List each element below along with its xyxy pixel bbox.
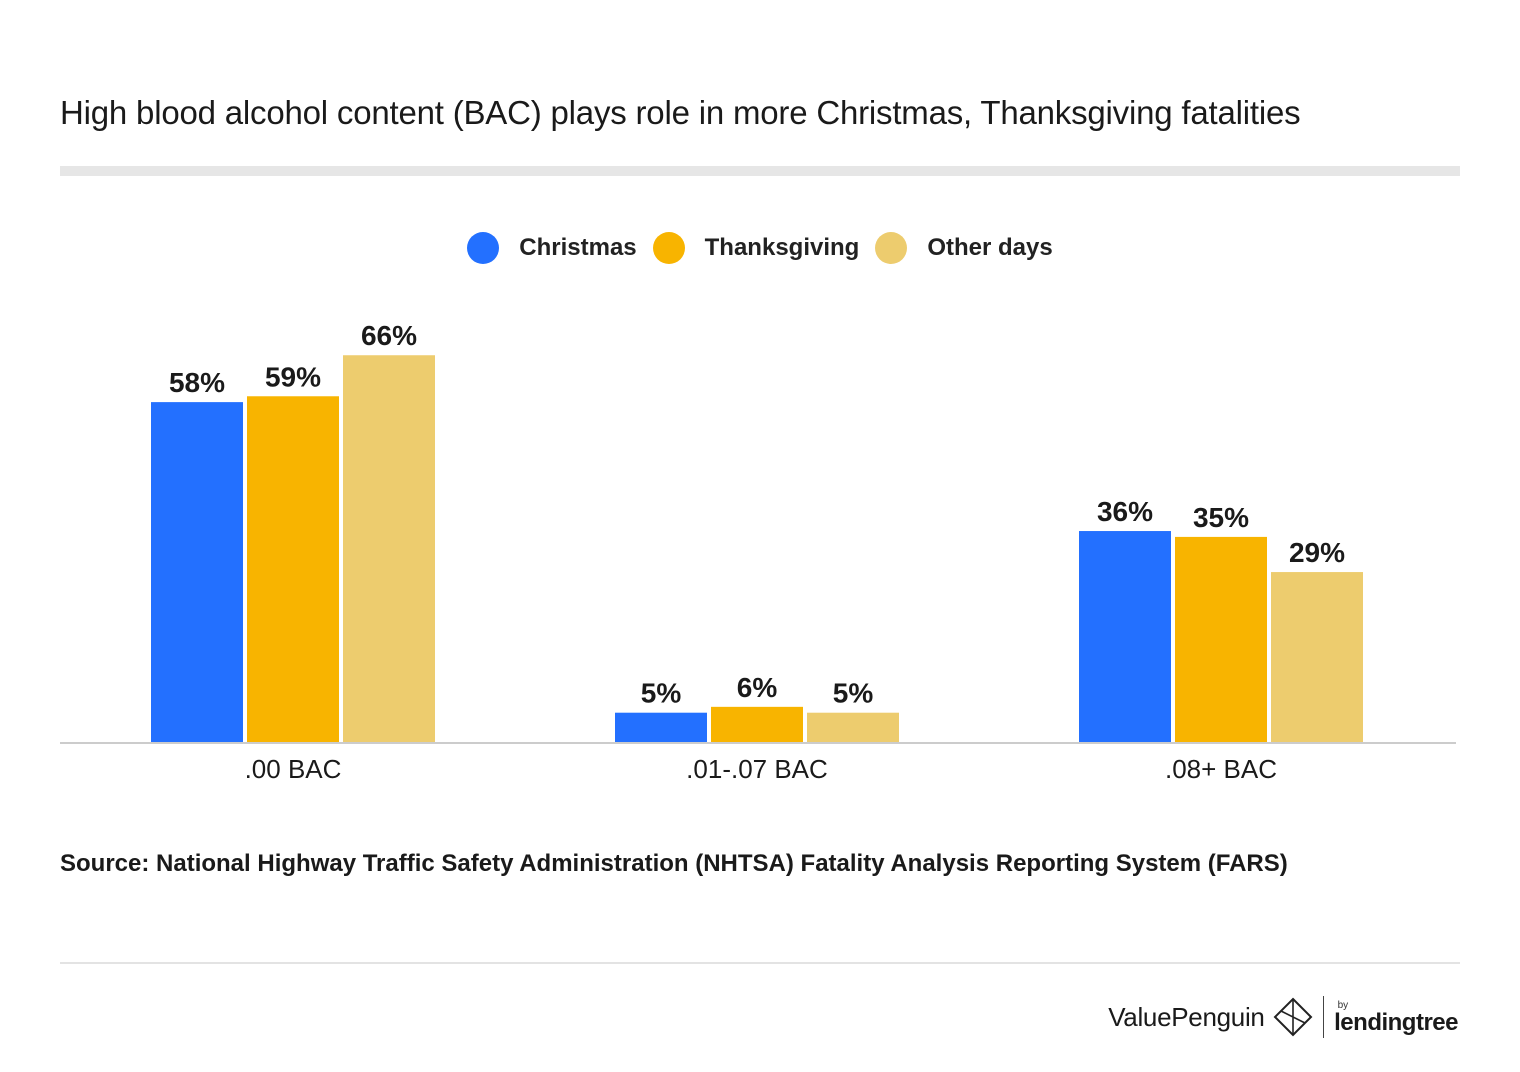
chart-title: High blood alcohol content (BAC) plays r… — [60, 94, 1301, 131]
legend-swatch-thanksgiving — [652, 232, 685, 264]
bar-thanksgiving-1 — [247, 396, 339, 742]
legend-label-christmas: Christmas — [519, 234, 637, 261]
bar-christmas-3 — [1079, 531, 1171, 742]
x-tick-label-1: .00 BAC — [245, 754, 342, 784]
brand-by-text: by — [1337, 999, 1349, 1011]
data-label-other-days-2: 5% — [833, 678, 874, 709]
bar-christmas-2 — [615, 712, 707, 742]
legend-label-other-days: Other days — [927, 234, 1053, 261]
footer-divider — [60, 962, 1460, 964]
data-label-other-days-3: 29% — [1289, 537, 1345, 568]
lendingtree-logo-text: lendingtree — [1334, 1009, 1458, 1036]
valuepenguin-logo-text: ValuePenguin — [1108, 1001, 1265, 1032]
legend-item-other-days: Other days — [875, 232, 1053, 264]
data-label-thanksgiving-2: 6% — [737, 672, 778, 703]
bar-christmas-1 — [151, 402, 243, 742]
data-label-other-days-1: 66% — [361, 320, 417, 351]
data-label-christmas-2: 5% — [641, 678, 682, 709]
x-tick-label-2: .01-.07 BAC — [686, 754, 828, 784]
brand-divider — [1322, 996, 1324, 1038]
bar-other-days-1 — [343, 355, 435, 742]
legend-swatch-other-days — [875, 232, 908, 264]
bar-other-days-2 — [807, 712, 899, 742]
data-label-christmas-3: 36% — [1097, 496, 1153, 527]
bar-thanksgiving-3 — [1175, 536, 1267, 742]
data-label-thanksgiving-1: 59% — [265, 361, 321, 392]
legend-item-christmas: Christmas — [467, 232, 637, 264]
source-note: Source: National Highway Traffic Safety … — [60, 850, 1288, 877]
x-tick-label-3: .08+ BAC — [1165, 754, 1277, 784]
bar-other-days-3 — [1271, 572, 1363, 742]
title-divider — [60, 166, 1460, 176]
legend: Christmas Thanksgiving Other days — [0, 232, 1520, 264]
data-label-thanksgiving-3: 35% — [1193, 502, 1249, 533]
valuepenguin-diamond-icon — [1273, 997, 1312, 1037]
data-label-christmas-1: 58% — [169, 367, 225, 398]
legend-label-thanksgiving: Thanksgiving — [704, 234, 860, 261]
legend-item-thanksgiving: Thanksgiving — [652, 232, 860, 264]
bar-thanksgiving-2 — [711, 706, 803, 742]
bar-chart: 58% 59% 66% .00 BAC 5% 6% 5% .01-.07 BAC 36% 35% 2… — [60, 320, 1456, 784]
legend-swatch-christmas — [467, 232, 500, 264]
brand-logos: ValuePenguin by lendingtree — [1108, 992, 1458, 1042]
